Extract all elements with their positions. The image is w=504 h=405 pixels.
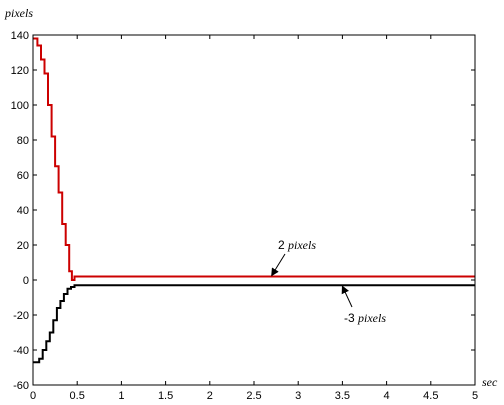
annotation-arrow: [341, 285, 353, 308]
y-tick-label: 140: [11, 30, 29, 42]
annotation-number: -3: [344, 311, 358, 325]
annotation-label: 2 pixels: [278, 238, 316, 252]
series-line-2: [33, 284, 475, 364]
y-tick-label: 20: [17, 240, 29, 252]
y-tick-label: 100: [11, 100, 29, 112]
annotation-unit: pixels: [287, 238, 316, 252]
series-line-1: [33, 37, 475, 281]
y-tick-label: 80: [17, 135, 29, 147]
x-axis-ticks: 0 0.5 1 1.5 2 2.5 3 3.5 4 4.5 5: [30, 35, 478, 402]
x-tick-label: 0.5: [70, 390, 85, 402]
y-axis-ticks: -60 -40 -20 0 20 40 60 80 100 120 140: [11, 30, 475, 392]
x-tick-label: 4.5: [423, 390, 438, 402]
annotation-number: 2: [278, 238, 288, 252]
x-tick-label: 0: [30, 390, 36, 402]
y-tick-label: 60: [17, 170, 29, 182]
x-tick-label: 4: [384, 390, 390, 402]
y-tick-label: -20: [13, 310, 29, 322]
x-tick-label: 5: [472, 390, 478, 402]
y-axis-unit-label: pixels: [4, 6, 33, 20]
x-tick-label: 3.5: [335, 390, 350, 402]
series-layer: [33, 37, 475, 364]
x-tick-label: 1.5: [158, 390, 173, 402]
annotation-unit: pixels: [357, 311, 386, 325]
y-tick-label: 40: [17, 205, 29, 217]
y-tick-label: 120: [11, 65, 29, 77]
x-tick-label: 2: [207, 390, 213, 402]
annotation-label: -3 pixels: [344, 311, 386, 325]
y-tick-label: -60: [13, 380, 29, 392]
plot-background: [33, 35, 475, 385]
x-tick-label: 2.5: [246, 390, 261, 402]
annotation-arrow: [271, 253, 286, 277]
y-tick-label: 0: [23, 275, 29, 287]
x-axis-unit-label: sec: [482, 375, 498, 389]
annotation-layer: 2 pixels-3 pixels: [271, 238, 386, 325]
y-tick-label: -40: [13, 345, 29, 357]
x-tick-label: 1: [118, 390, 124, 402]
x-tick-label: 3: [295, 390, 301, 402]
